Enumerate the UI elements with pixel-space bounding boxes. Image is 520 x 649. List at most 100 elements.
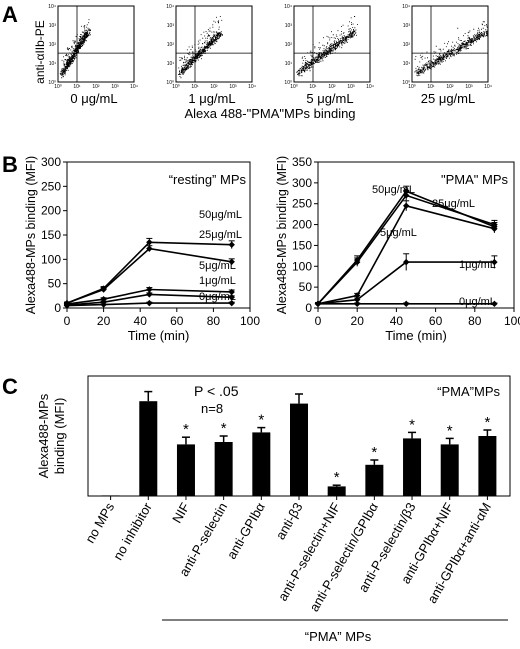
scatter-y-tick: 10¹ [403,61,411,67]
scatter-concentration-label: 5 μg/mL [306,91,353,106]
significance-marker: * [183,421,189,438]
series-label: 5μg/mL [199,260,236,272]
series-label: 5μg/mL [380,227,417,239]
series-line-3 [66,293,232,306]
y-tick-label: 250 [41,179,61,193]
data-point [491,258,498,266]
y-tick-label: 100 [292,259,312,273]
y-tick-label: 0 [54,301,61,315]
data-point [403,192,410,199]
scatter-x-tick: 10⁴ [248,84,256,90]
data-point [228,294,235,301]
scatter-x-tick: 10² [328,84,336,90]
scatter-frame [57,5,135,83]
series-label: 1μg/mL [459,259,496,271]
category-label: anti-GPIbα [224,500,268,562]
pma-mps-line-chart: 0 20 40 60 80 100 0 50 100 150 200 250 300 350 Time (m… [275,155,520,343]
chart-title: “PMA”MPs [437,384,500,399]
x-tick-label: 60 [429,314,443,328]
data-point [228,288,235,296]
scatter-x-tick: 10¹ [73,84,81,90]
data-point [146,299,153,307]
scatter-frame [293,5,371,83]
scatter-x-tick: 10¹ [309,84,317,90]
resting-mps-line-chart: 0 20 40 60 80 100 0 50 100 150 200 250 300 Time (min)… [24,155,260,343]
scatter-y-tick: 10¹ [285,61,293,67]
scatter-x-tick: 10⁰ [290,84,298,90]
scatter-y-tick: 10² [285,42,293,48]
y-tick-label: 200 [292,218,312,232]
bar [403,438,422,496]
panel-a-letter: A [2,2,18,27]
y-tick-label: 50 [299,280,313,294]
series-line-3 [317,261,495,305]
data-point [491,225,498,232]
scatter-x-tick: 10³ [111,84,119,90]
scatter-x-tick: 10² [92,84,100,90]
data-point [403,202,410,209]
data-point [354,292,361,299]
y-tick-label: 300 [292,176,312,190]
significance-marker: * [484,414,490,431]
scatter-x-tick: 10² [210,84,218,90]
category-label: anti-β3 [273,500,306,542]
scatter-x-tick: 10¹ [191,84,199,90]
data-point [146,245,153,252]
bar [440,444,459,496]
scatter-concentration-label: 25 μg/mL [421,91,475,106]
data-point [354,300,361,308]
series-line-2 [66,288,232,305]
y-axis-label-line2: binding (MFI) [52,398,67,475]
y-tick-label: 0 [305,301,312,315]
y-tick-label: 100 [41,252,61,266]
scatter-events [178,16,223,79]
y-tick-label: 300 [41,155,61,169]
x-axis-label: Time (min) [128,328,190,343]
panel-a-xlabel: Alexa 488-"PMA"MPs binding [184,106,355,121]
x-tick-label: 80 [207,314,221,328]
scatter-y-tick: 10¹ [167,61,175,67]
inhibitor-bar-chart: Alexa488-MPs binding (MFI) “PMA”MPs P < .05… [36,375,511,644]
scatter-concentration-label: 1 μg/mL [188,91,235,106]
data-point [228,241,235,248]
scatter-y-tick: 10³ [49,23,57,29]
bar [176,444,195,496]
scatter-y-tick: 10² [167,42,175,48]
scatter-x-tick: 10⁴ [366,84,374,90]
y-tick-label: 150 [41,228,61,242]
scatter-frame [175,5,253,83]
series-label: 25μg/mL [432,198,475,210]
significance-marker: * [258,412,264,429]
category-label: anti-P-selectin/GPIbα [306,500,381,615]
data-point [491,300,498,308]
significance-marker: * [447,422,453,439]
x-tick-label: 20 [97,314,111,328]
scatter-y-tick: 10⁴ [166,4,174,10]
scatter-x-tick: 10⁰ [408,84,416,90]
scatter-y-tick: 10² [403,42,411,48]
data-point [228,258,235,265]
panel-a-ylabel: anti-αIIb-PE [33,20,47,84]
scatter-x-tick: 10¹ [427,84,435,90]
bar [290,403,308,496]
data-point [228,299,235,307]
bar [478,436,497,496]
x-tick-label: 60 [170,314,184,328]
y-tick-label: 200 [41,204,61,218]
series-line-2 [317,204,495,305]
scatter-y-tick: 10⁴ [284,4,292,10]
data-point [100,301,107,308]
series-line-1 [317,194,495,305]
y-tick-label: 350 [292,155,312,169]
data-point [354,258,361,266]
panel-b-letter: B [2,152,18,177]
series-label: 1μg/mL [199,275,236,287]
chart-title: “resting” MPs [169,172,247,187]
scatter-x-tick: 10⁴ [130,84,138,90]
p-value-annotation: P < .05 [194,383,239,399]
y-tick-label: 250 [292,197,312,211]
data-point [146,291,153,298]
